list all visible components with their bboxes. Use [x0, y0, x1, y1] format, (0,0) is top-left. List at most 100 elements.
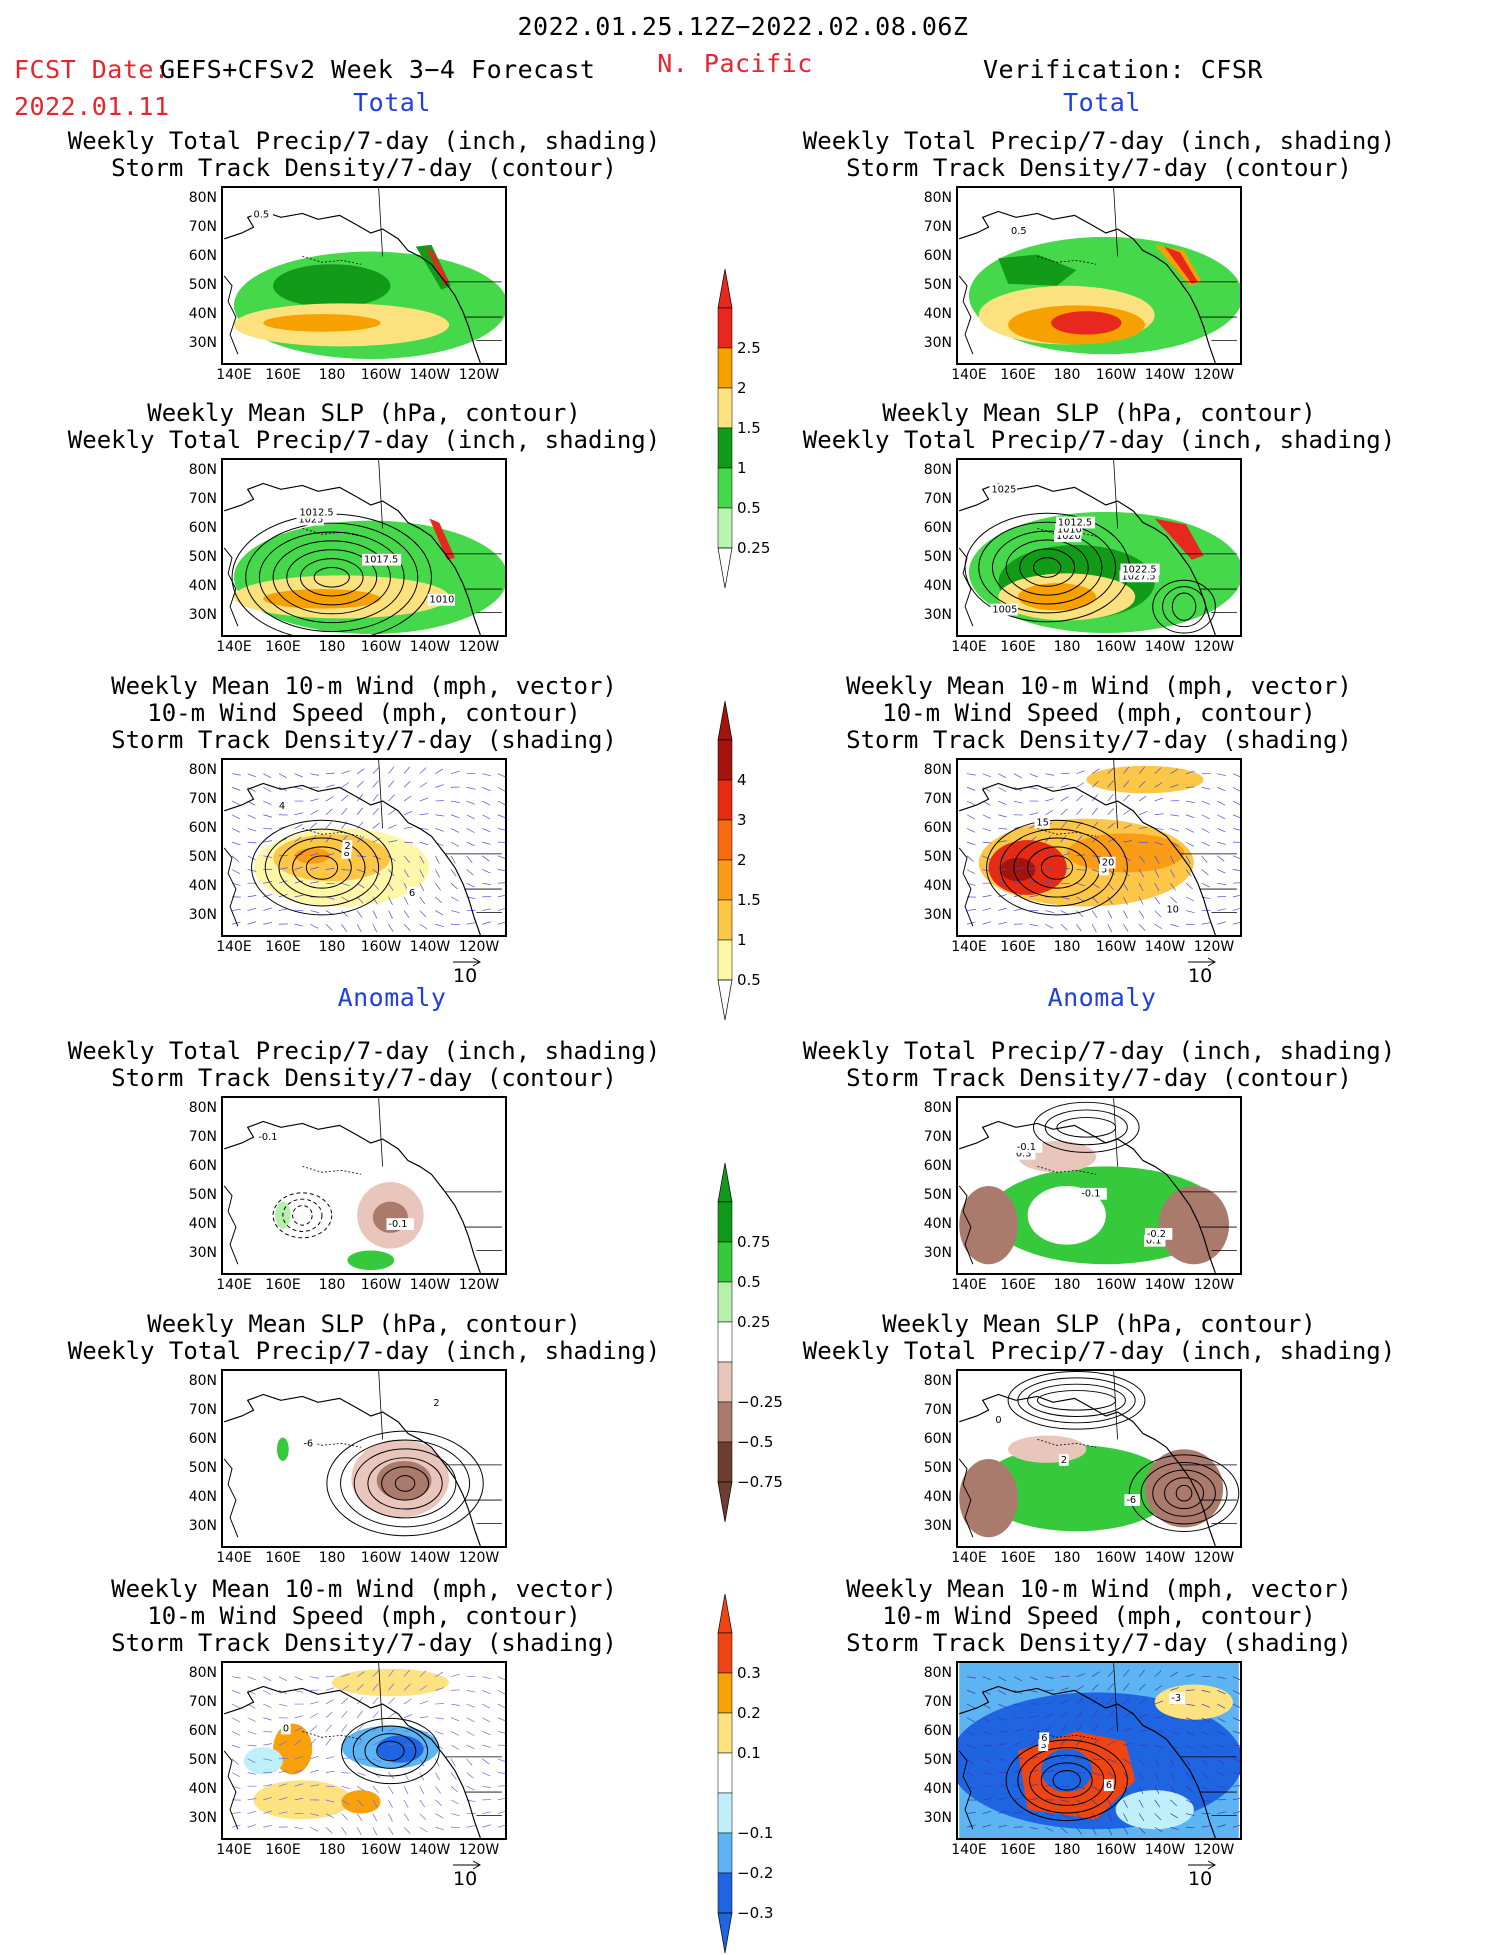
wind-vector: [232, 774, 241, 775]
wind-vector: [435, 1718, 444, 1719]
lat-tick-label: 60N: [914, 248, 952, 264]
panel-title-line: 10-m Wind Speed (mph, contour): [147, 1603, 580, 1630]
wind-vector: [967, 869, 975, 873]
lon-tick-label: 120W: [1194, 367, 1235, 383]
wind-vector: [1123, 924, 1128, 931]
lon-tick-label: 140E: [216, 939, 252, 955]
wind-vector: [498, 1798, 505, 1800]
track-anom-shade: [342, 1790, 381, 1813]
wind-vector: [248, 1825, 256, 1828]
wind-vector: [482, 1745, 490, 1747]
coastline: [224, 1121, 480, 1273]
wind-vector: [248, 842, 257, 843]
wind-vector: [404, 1814, 409, 1821]
vector-reference-value: 10: [1188, 965, 1212, 987]
wind-vector: [482, 1759, 489, 1764]
precip-anom-shade: [1159, 1186, 1229, 1264]
wind-vector: [420, 1800, 425, 1807]
lat-tick-label: 50N: [179, 1460, 217, 1476]
fcst-date-value: 2022.01.11: [14, 92, 170, 121]
wind-vector: [388, 809, 395, 814]
lon-tick-label: 140W: [410, 639, 451, 655]
lon-tick-label: 140E: [216, 1550, 252, 1566]
track-anom-shade: [244, 1747, 283, 1774]
wind-vector: [404, 811, 412, 814]
wind-vector: [342, 771, 350, 774]
lat-tick-label: 30N: [914, 335, 952, 351]
wind-vector: [326, 1725, 332, 1732]
colorbar-label: −0.1: [737, 1824, 773, 1842]
wind-vector: [404, 781, 410, 787]
wind-vector: [435, 769, 442, 774]
lat-tick-label: 50N: [914, 549, 952, 565]
panel-title-line: Weekly Mean SLP (hPa, contour): [147, 400, 580, 427]
wind-vector: [451, 1745, 459, 1749]
wind-vector: [498, 787, 505, 791]
wind-vector: [310, 823, 317, 829]
wind-vector: [983, 774, 991, 777]
wind-vector: [388, 1698, 394, 1704]
wind-vector: [1217, 787, 1225, 790]
lon-tick-label: 140W: [1145, 1550, 1186, 1566]
wind-vector: [998, 801, 1006, 805]
lon-tick-label: 140E: [951, 1277, 987, 1293]
lon-tick-label: 120W: [1194, 1550, 1235, 1566]
lat-tick-label: 80N: [914, 462, 952, 478]
wind-vector: [232, 828, 240, 832]
wind-vector: [404, 796, 411, 801]
lon-tick-label: 140W: [1145, 367, 1186, 383]
wind-vector: [342, 1814, 348, 1820]
wind-vector: [279, 774, 287, 778]
wind-vector: [1014, 909, 1023, 911]
lat-tick-label: 50N: [179, 549, 217, 565]
wind-vector: [1186, 815, 1194, 818]
lon-tick-label: 160E: [265, 639, 301, 655]
contour-label: -0.1: [258, 1132, 277, 1143]
wind-vector: [451, 771, 459, 774]
wind-vector: [279, 909, 288, 911]
lon-tick-label: 120W: [1194, 1842, 1235, 1858]
wind-vector: [482, 1677, 491, 1679]
panel-title-line: Storm Track Density/7-day (shading): [111, 727, 617, 754]
wind-vector: [373, 794, 379, 801]
lon-tick-label: 160E: [265, 939, 301, 955]
lon-tick-label: 160E: [1000, 1277, 1036, 1293]
wind-vector: [467, 1731, 475, 1735]
colorbar-precip_anom: [717, 1162, 733, 1524]
wind-vector: [342, 1725, 347, 1732]
lon-tick-label: 160E: [1000, 939, 1036, 955]
wind-vector: [1217, 909, 1226, 911]
lon-tick-label: 160W: [1096, 367, 1137, 383]
wind-vector: [467, 1718, 475, 1722]
panel-title-line: Storm Track Density/7-day (shading): [111, 1630, 617, 1657]
lon-tick-label: 120W: [459, 367, 500, 383]
wind-vector: [1155, 798, 1163, 801]
wind-vector: [263, 908, 271, 911]
wind-vector: [373, 808, 379, 814]
colorbar-label: 1: [737, 459, 747, 477]
wind-vector: [482, 869, 490, 873]
wind-vector: [498, 869, 505, 870]
wind-vector: [248, 1811, 256, 1813]
wind-vector: [983, 895, 992, 897]
wind-vector: [326, 1738, 331, 1745]
wind-vector: [310, 1756, 318, 1759]
wind-vector: [1202, 856, 1208, 863]
wind-vector: [498, 883, 505, 884]
wind-vector: [404, 767, 410, 774]
wind-vector: [310, 924, 318, 928]
wind-vector: [420, 1786, 424, 1794]
lat-tick-label: 40N: [914, 578, 952, 594]
contour-label: 1012.5: [299, 508, 333, 519]
contour-label: -0.1: [388, 1219, 407, 1230]
wind-vector: [967, 909, 976, 910]
wind-vector: [248, 1718, 256, 1722]
wind-vector: [967, 856, 974, 862]
asia-coast: [224, 1751, 238, 1829]
wind-vector: [998, 908, 1006, 911]
lon-tick-label: 140W: [1145, 639, 1186, 655]
map-panel-fcst_precip_track: 0.5: [221, 186, 507, 365]
wind-vector: [342, 1772, 351, 1773]
lon-tick-label: 120W: [459, 1550, 500, 1566]
